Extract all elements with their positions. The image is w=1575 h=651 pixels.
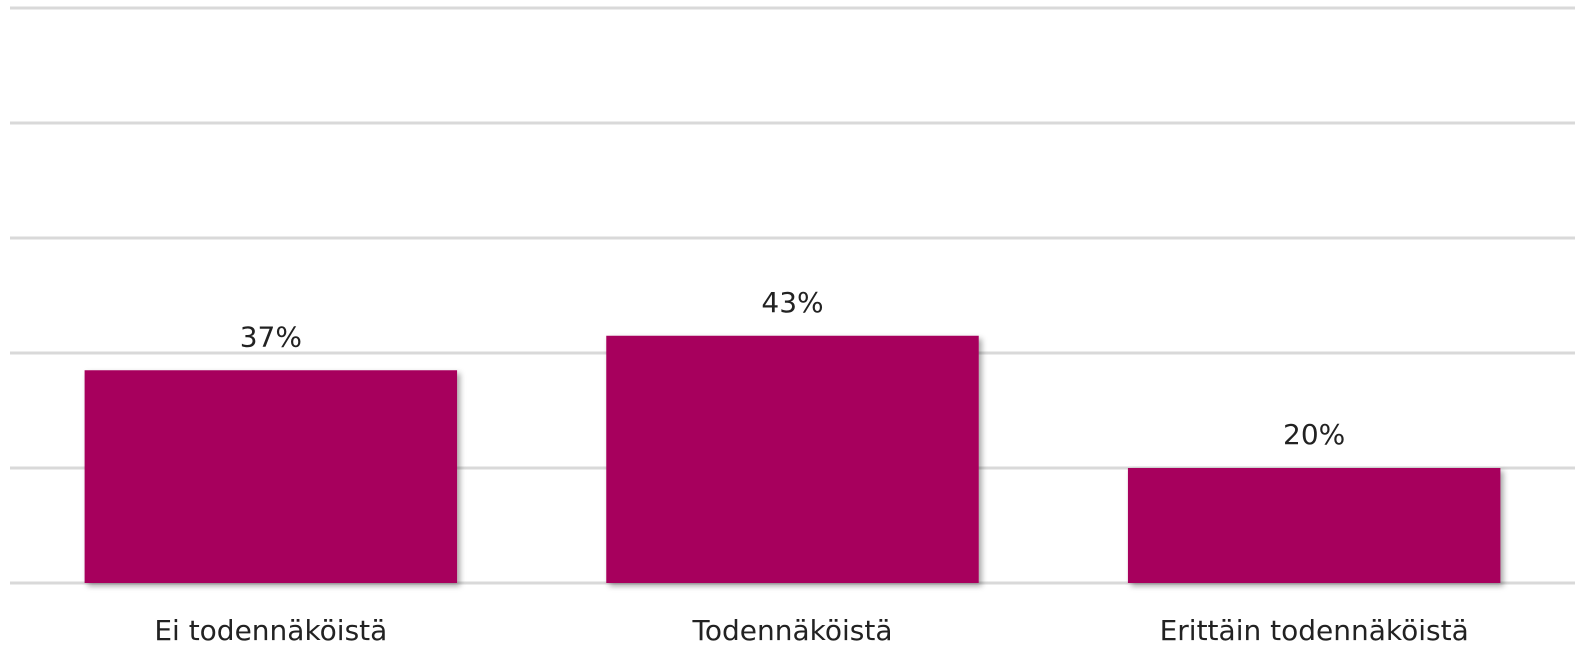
bar	[84, 370, 458, 583]
data-label: 20%	[1283, 418, 1345, 451]
bar	[606, 335, 979, 583]
data-label: 43%	[761, 286, 823, 319]
x-tick-label: Todennäköistä	[692, 614, 893, 647]
bar	[1127, 468, 1501, 583]
data-label: 37%	[240, 320, 302, 353]
x-tick-label: Ei todennäköistä	[154, 614, 387, 647]
x-tick-label: Erittäin todennäköistä	[1160, 614, 1469, 647]
